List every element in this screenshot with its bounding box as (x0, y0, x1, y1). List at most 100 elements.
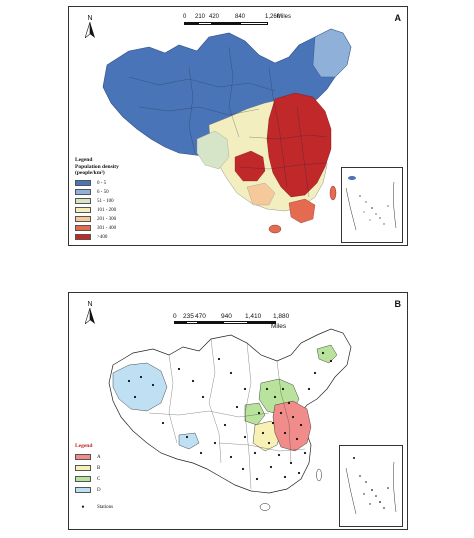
scale-tick: 0 (183, 14, 187, 20)
north-arrow-icon (85, 22, 95, 38)
legend-label: C (97, 476, 101, 482)
legend-row: A (75, 452, 145, 463)
legend-a: Legend Population density (people/km²) 0… (75, 157, 165, 242)
panel-letter-b: B (394, 299, 402, 309)
high-density-sichuan (234, 150, 266, 182)
hainan-island-b (259, 503, 271, 511)
legend-row: • Stations (75, 502, 145, 513)
panel-letter-a: A (394, 13, 402, 23)
scale-tick: 1,410 (245, 313, 262, 320)
legend-swatch (75, 189, 91, 195)
legend-row: 0 - 5 (75, 179, 165, 188)
legend-label: 201 - 300 (97, 216, 117, 222)
legend-b: Legend A B C D • Stations (75, 443, 145, 513)
legend-swatch (75, 207, 91, 213)
zone-a-east (272, 400, 312, 452)
scale-tick: 235 (183, 313, 194, 320)
legend-label: 0 - 5 (97, 180, 107, 186)
province-boundaries-b (148, 338, 306, 490)
legend-label: 301 - 400 (97, 225, 117, 231)
station-points (127, 351, 333, 481)
province-boundaries (128, 46, 328, 198)
scale-tick: 940 (221, 313, 232, 320)
low-mid-density-area (196, 130, 230, 170)
scale-segment (184, 22, 198, 25)
north-label: N (87, 301, 93, 308)
stations-label: Stations (97, 504, 114, 510)
legend-swatch (75, 225, 91, 231)
legend-label: 6 - 50 (97, 189, 109, 195)
legend-swatch (75, 180, 91, 186)
north-label: N (87, 15, 93, 22)
legend-row: 101 - 200 (75, 206, 165, 215)
scale-tick: 210 (195, 14, 206, 20)
map-panel-b: N 0 235 470 940 1,410 1,880 Miles B Lege… (68, 292, 408, 530)
scale-bar: 0 210 420 840 1,260 Miles (183, 14, 313, 30)
legend-row: B (75, 463, 145, 474)
legend-label: D (97, 487, 101, 493)
scale-segment (240, 22, 268, 25)
legend-label: 51 - 100 (97, 198, 114, 204)
scale-segment (248, 321, 276, 324)
zone-c-northeast (316, 344, 338, 364)
north-arrow-icon (85, 308, 95, 324)
scale-segment (223, 321, 248, 324)
station-dot-icon: • (81, 502, 85, 512)
high-density-south (288, 198, 316, 224)
china-outline (108, 328, 352, 494)
legend-units: (people/km²) (75, 170, 105, 176)
scale-tick: 470 (195, 313, 206, 320)
legend-title: Legend (75, 443, 93, 449)
map-panel-a: N 0 210 420 840 1,260 Miles A Legend Pop… (68, 6, 408, 246)
legend-row: 51 - 100 (75, 197, 165, 206)
north-arrow: N (83, 15, 97, 38)
scale-segment (212, 22, 240, 25)
legend-label: 101 - 200 (97, 207, 117, 213)
legend-title: Legend (75, 157, 93, 163)
scale-unit: Miles (277, 14, 292, 20)
orange-patches (246, 182, 276, 206)
legend-row: C (75, 474, 145, 485)
south-china-sea-inset (341, 167, 403, 243)
legend-swatch (75, 476, 91, 482)
legend-swatch (75, 454, 91, 460)
legend-row: 201 - 300 (75, 215, 165, 224)
scale-segment (198, 321, 223, 324)
legend-row: D (75, 485, 145, 496)
south-china-sea-inset (339, 445, 403, 527)
high-density-east (266, 92, 332, 198)
legend-swatch (75, 216, 91, 222)
taiwan-island-b (316, 468, 322, 482)
legend-label: A (97, 454, 101, 460)
legend-row: >400 (75, 233, 165, 242)
northeast-region (312, 28, 352, 78)
legend-label: B (97, 465, 101, 471)
scale-segment (174, 321, 186, 324)
legend-swatch (75, 465, 91, 471)
zone-b-central (252, 420, 282, 452)
scale-tick: 420 (209, 14, 220, 20)
hainan-island (268, 224, 282, 234)
scale-tick: 1,260 (265, 14, 281, 20)
taiwan-island (329, 185, 337, 201)
legend-row: 6 - 50 (75, 188, 165, 197)
scale-segment (186, 321, 198, 324)
inset-islands (345, 176, 397, 231)
inset-islands (345, 457, 397, 515)
station-zones-map (108, 328, 352, 511)
scale-unit: Miles (271, 323, 287, 330)
zone-d-south (178, 432, 200, 450)
legend-swatch (75, 234, 91, 240)
legend-label: >400 (97, 234, 108, 240)
legend-subtitle: Population density (75, 163, 119, 170)
zone-c-west (244, 402, 266, 426)
scale-tick: 840 (235, 14, 246, 20)
north-arrow: N (83, 301, 97, 324)
scale-tick: 0 (173, 313, 177, 320)
zone-d-west (112, 362, 168, 412)
scale-tick: 1,880 (273, 313, 290, 320)
china-west-region (102, 28, 352, 158)
legend-row: 301 - 400 (75, 224, 165, 233)
legend-swatch (75, 198, 91, 204)
legend-swatch (75, 487, 91, 493)
